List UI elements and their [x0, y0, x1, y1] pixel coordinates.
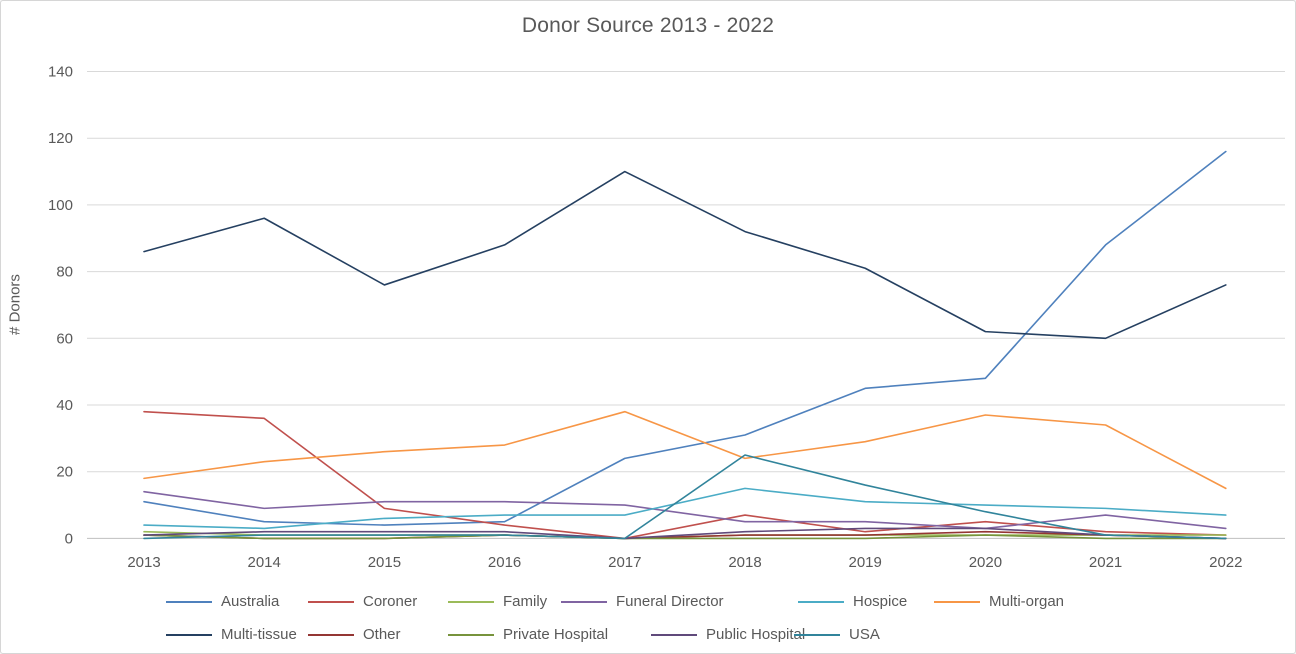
legend-item-coroner[interactable]: Coroner: [308, 593, 417, 610]
y-tick-label-20: 20: [56, 464, 73, 481]
legend-item-hospice[interactable]: Hospice: [798, 593, 907, 610]
y-tick-label-0: 0: [65, 530, 73, 547]
legend-label-multi-tissue: Multi-tissue: [221, 626, 297, 643]
legend-item-multi-organ[interactable]: Multi-organ: [934, 593, 1064, 610]
legend-swatch-coroner: [308, 600, 354, 603]
legend-item-funeral-director[interactable]: Funeral Director: [561, 593, 724, 610]
legend-item-other[interactable]: Other: [308, 626, 401, 643]
series-line-hospice[interactable]: [143, 487, 1227, 530]
y-tick-label-120: 120: [48, 130, 73, 147]
legend-label-usa: USA: [849, 626, 880, 643]
series-line-public-hospital[interactable]: [143, 527, 1227, 540]
series-line-funeral-director[interactable]: [143, 490, 1227, 530]
x-tick-label-2016: 2016: [488, 554, 521, 571]
x-tick-label-2015: 2015: [368, 554, 401, 571]
x-tick-label-2017: 2017: [608, 554, 641, 571]
y-tick-label-60: 60: [56, 330, 73, 347]
legend-label-private-hospital: Private Hospital: [503, 626, 609, 643]
legend-label-public-hospital: Public Hospital: [706, 626, 806, 643]
legend-swatch-usa: [794, 633, 840, 636]
legend-item-private-hospital[interactable]: Private Hospital: [448, 626, 608, 643]
x-tick-label-2019: 2019: [849, 554, 882, 571]
x-tick-label-2020: 2020: [969, 554, 1002, 571]
series-line-multi-organ[interactable]: [143, 410, 1227, 490]
legend-item-multi-tissue[interactable]: Multi-tissue: [166, 626, 297, 643]
plot-area: 0 20 40 60 80 100 120 140 2013 2014 2015 2016 2017 20…: [48, 64, 1285, 571]
series-line-multi-tissue[interactable]: [143, 170, 1227, 340]
legend-swatch-multi-organ: [934, 600, 980, 603]
y-tick-label-140: 140: [48, 64, 73, 81]
legend-item-usa[interactable]: USA: [794, 626, 880, 643]
series-line-private-hospital[interactable]: [143, 534, 1227, 540]
legend-item-family[interactable]: Family: [448, 593, 547, 610]
legend-swatch-hospice: [798, 600, 844, 603]
legend-swatch-multi-tissue: [166, 633, 212, 636]
legend-label-funeral-director: Funeral Director: [616, 593, 724, 610]
legend-swatch-public-hospital: [651, 633, 697, 636]
legend-swatch-family: [448, 600, 494, 603]
legend-swatch-private-hospital: [448, 633, 494, 636]
legend-label-australia: Australia: [221, 593, 280, 610]
x-tick-label-2013: 2013: [127, 554, 160, 571]
legend-item-australia[interactable]: Australia: [166, 593, 279, 610]
chart-title: Donor Source 2013 - 2022: [521, 14, 775, 37]
x-tick-label-2021: 2021: [1089, 554, 1122, 571]
y-tick-label-100: 100: [48, 197, 73, 214]
x-tick-label-2022: 2022: [1209, 554, 1242, 571]
legend-label-family: Family: [503, 593, 548, 610]
legend-label-multi-organ: Multi-organ: [989, 593, 1065, 610]
legend-swatch-other: [308, 633, 354, 636]
legend-swatch-funeral-director: [561, 600, 607, 603]
legend-label-other: Other: [363, 626, 401, 643]
series-line-usa[interactable]: [143, 454, 1227, 540]
legend-label-hospice: Hospice: [853, 593, 908, 610]
y-tick-label-40: 40: [56, 397, 73, 414]
y-tick-label-80: 80: [56, 264, 73, 281]
legend-label-coroner: Coroner: [363, 593, 418, 610]
series-line-coroner[interactable]: [143, 410, 1227, 540]
legend-item-public-hospital[interactable]: Public Hospital: [651, 626, 805, 643]
x-tick-label-2014: 2014: [248, 554, 281, 571]
legend-swatch-australia: [166, 600, 212, 603]
x-tick-label-2018: 2018: [728, 554, 761, 571]
